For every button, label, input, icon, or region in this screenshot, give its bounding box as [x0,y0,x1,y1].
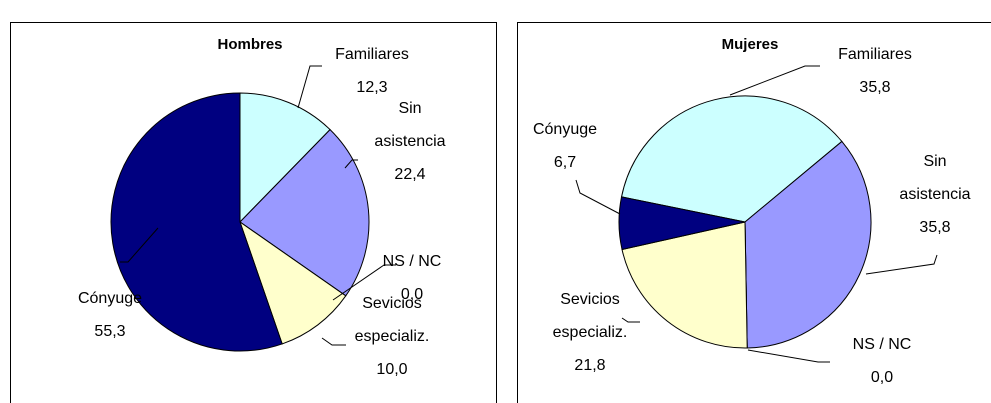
data-label: Sin asistencia 22,4 [370,92,450,191]
data-label: NS / NC 0,0 [367,245,457,311]
label-value: 35,8 [919,219,951,236]
chart-title: Mujeres [721,36,779,53]
label-value: 35,8 [859,79,891,96]
pie-slice [744,140,872,349]
pie-slice [620,95,843,223]
leader-line [729,65,820,96]
data-label: Sevicios especializ. 10,0 [345,287,440,386]
label-value: 0,0 [400,286,424,303]
label-name: NS / NC [382,253,442,270]
leader-line [747,349,830,363]
leader-line [332,264,396,301]
pie-slice [110,92,283,352]
data-label: Cónyuge 55,3 [65,282,155,348]
data-label: Familiares 12,3 [322,38,422,104]
label-name: Cónyuge [77,290,143,307]
label-name: NS / NC [852,336,912,353]
label-name: Familiares [335,46,409,63]
pie-slice [239,220,347,345]
label-name: Familiares [838,46,912,63]
pie-slice [239,92,331,224]
pie-slice [621,221,748,349]
data-label: Cónyuge 6,7 [525,113,605,179]
label-value: 21,8 [574,357,606,374]
data-label: Sevicios especializ. 21,8 [543,283,638,382]
pie-slice [239,128,370,297]
leader-line [575,179,621,215]
leader-line [621,317,640,323]
leader-line [865,254,938,275]
label-value: 55,3 [94,323,126,340]
label-value: 6,7 [553,154,577,171]
chart-title: Hombres [217,36,283,53]
leader-line [120,227,159,263]
label-value: 10,0 [376,361,408,378]
leader-line [321,337,346,346]
data-label: NS / NC 0,0 [837,328,927,394]
label-name: Sevicios especializ. [552,291,628,341]
label-value: 0,0 [870,369,894,386]
pie-slice [618,196,746,251]
label-name: Sevicios especializ. [354,295,430,345]
label-value: 22,4 [394,166,426,183]
data-label: Sin asistencia 35,8 [895,145,975,244]
label-name: Cónyuge [532,121,598,138]
leader-line [344,159,358,169]
leader-line [297,65,322,109]
data-label: Familiares 35,8 [825,38,925,104]
label-name: Sin asistencia [374,100,446,150]
label-value: 12,3 [356,79,388,96]
label-name: Sin asistencia [899,153,971,203]
